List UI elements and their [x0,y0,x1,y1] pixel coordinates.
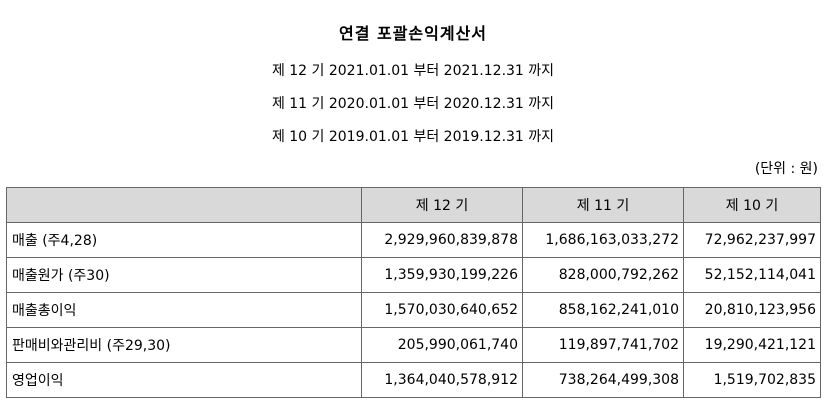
cell-value: 20,810,123,956 [683,292,821,328]
row-label: 매출총이익 [6,292,362,328]
cell-value: 1,364,040,578,912 [361,362,523,398]
cell-value: 19,290,421,121 [683,327,821,363]
cell-value: 858,162,241,010 [522,292,684,328]
header-period-11: 제 11 기 [522,187,684,223]
table-row: 매출 (주4,28) 2,929,960,839,878 1,686,163,0… [6,222,821,258]
cell-value: 738,264,499,308 [522,362,684,398]
cell-value: 2,929,960,839,878 [361,222,523,258]
period-line-11: 제 11 기 2020.01.01 부터 2020.12.31 까지 [271,96,555,112]
header-period-10: 제 10 기 [683,187,821,223]
row-label: 매출 (주4,28) [6,222,362,258]
header-account [6,187,362,223]
table-row: 영업이익 1,364,040,578,912 738,264,499,308 1… [6,362,821,398]
row-label: 매출원가 (주30) [6,257,362,293]
cell-value: 1,359,930,199,226 [361,257,523,293]
period-line-10: 제 10 기 2019.01.01 부터 2019.12.31 까지 [271,129,555,145]
cell-value: 72,962,237,997 [683,222,821,258]
header-period-12: 제 12 기 [361,187,523,223]
cell-value: 1,570,030,640,652 [361,292,523,328]
row-label: 영업이익 [6,362,362,398]
cell-value: 1,519,702,835 [683,362,821,398]
unit-label: (단위 : 원) [754,161,818,177]
cell-value: 205,990,061,740 [361,327,523,363]
cell-value: 828,000,792,262 [522,257,684,293]
row-label: 판매비와관리비 (주29,30) [6,327,362,363]
table-row: 판매비와관리비 (주29,30) 205,990,061,740 119,897… [6,327,821,363]
table-row: 매출총이익 1,570,030,640,652 858,162,241,010 … [6,292,821,328]
cell-value: 52,152,114,041 [683,257,821,293]
table-row: 매출원가 (주30) 1,359,930,199,226 828,000,792… [6,257,821,293]
cell-value: 1,686,163,033,272 [522,222,684,258]
period-line-12: 제 12 기 2021.01.01 부터 2021.12.31 까지 [271,63,555,79]
table-header-row: 제 12 기 제 11 기 제 10 기 [6,187,821,223]
income-statement-table: 제 12 기 제 11 기 제 10 기 매출 (주4,28) 2,929,96… [6,187,821,398]
cell-value: 119,897,741,702 [522,327,684,363]
statement-title: 연결 포괄손익계산서 [338,24,488,43]
